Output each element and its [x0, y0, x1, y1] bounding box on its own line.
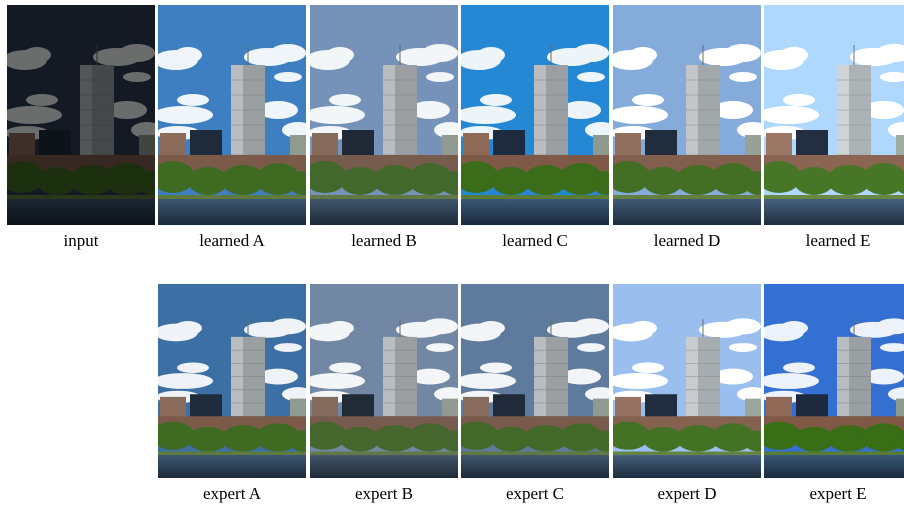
caption: learned B — [351, 231, 417, 250]
caption: expert E — [809, 484, 866, 503]
image-tile — [606, 5, 772, 225]
caption: learned D — [654, 231, 721, 250]
image-tile — [151, 284, 317, 478]
caption: input — [64, 231, 99, 250]
caption: learned E — [806, 231, 871, 250]
image-tile — [757, 5, 904, 225]
figure: input learned A learned B learned C learned … — [0, 0, 904, 510]
caption: expert A — [203, 484, 262, 503]
image-tile — [303, 284, 469, 478]
caption: expert C — [506, 484, 564, 503]
image-tile — [151, 5, 317, 225]
caption: learned A — [199, 231, 265, 250]
caption: learned C — [502, 231, 568, 250]
image-tile — [303, 5, 469, 225]
image-tile — [454, 284, 620, 478]
image-tile — [0, 5, 166, 225]
image-tile — [606, 284, 772, 478]
image-tile — [454, 5, 620, 225]
image-tile — [757, 284, 904, 478]
caption: expert D — [657, 484, 716, 503]
caption: expert B — [355, 484, 413, 503]
